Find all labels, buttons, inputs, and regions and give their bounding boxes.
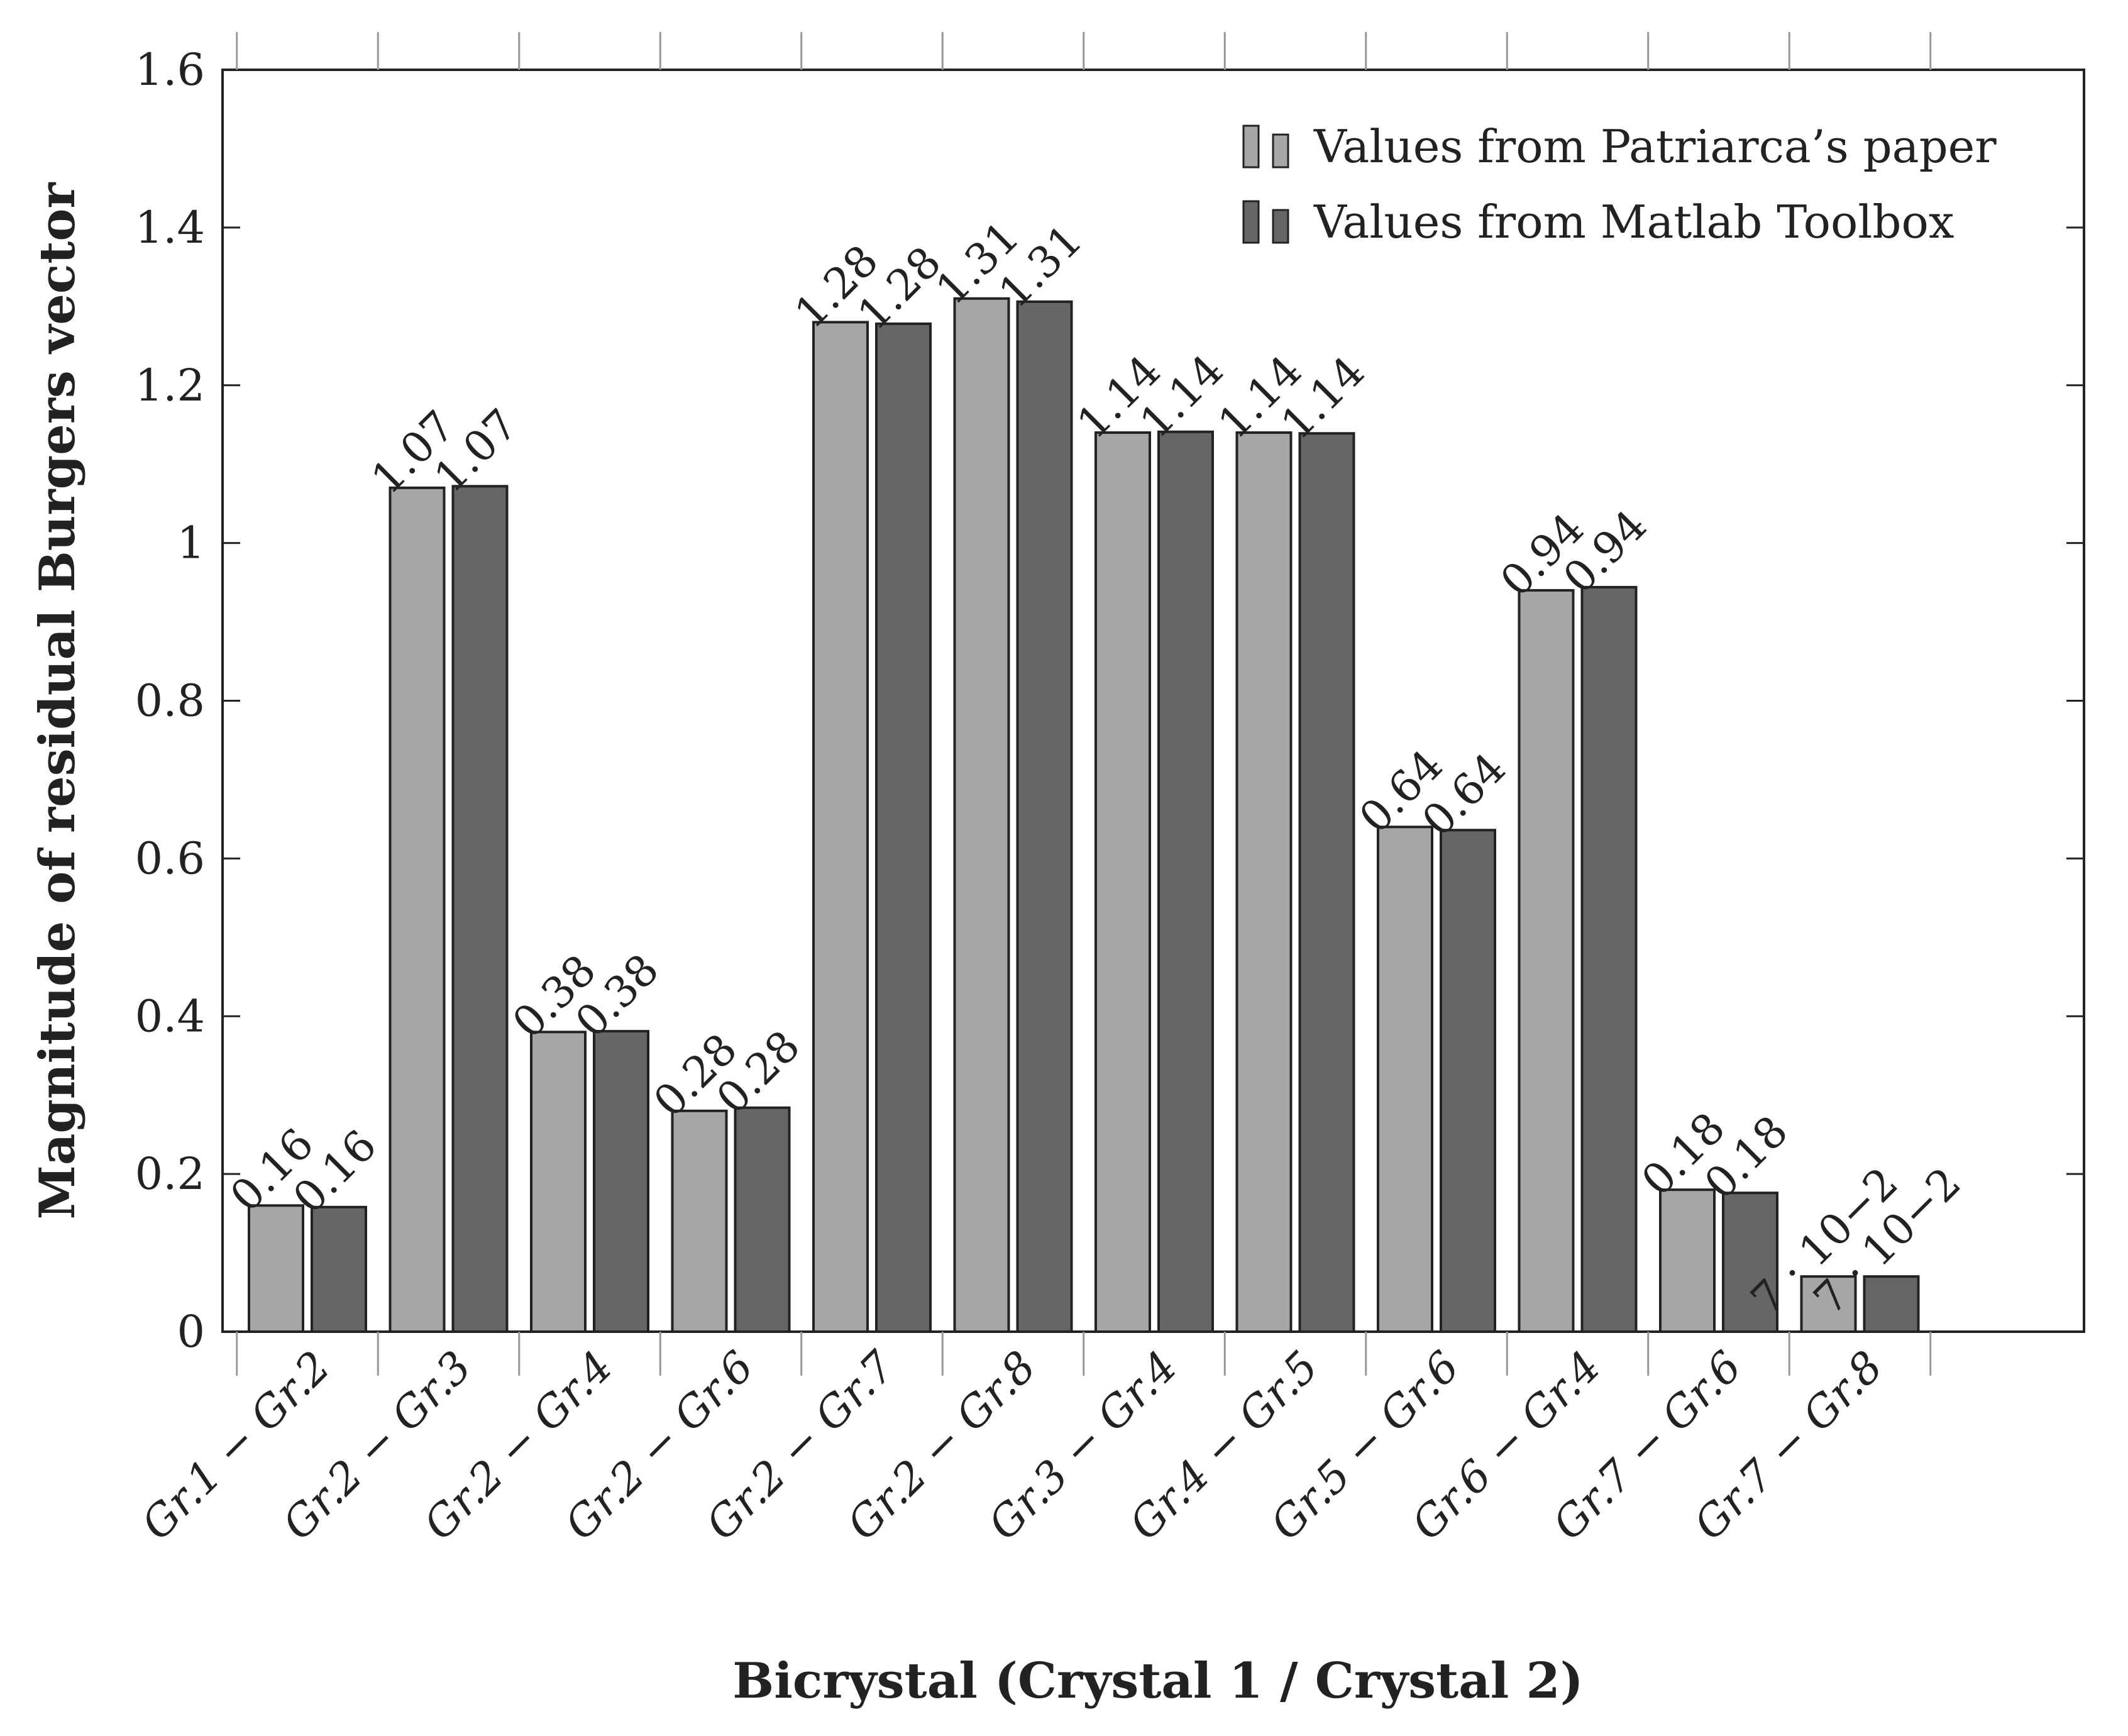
legend: Values from Patriarca’s paper Values from…	[1242, 120, 1997, 248]
bar-series-2	[1722, 1191, 1778, 1333]
x-axis-title: Bicrystal (Crystal 1 / Crystal 2)	[732, 1652, 1583, 1710]
bar-series-1	[671, 1109, 728, 1334]
bar-series-1	[1235, 431, 1293, 1334]
y-tick-label: 1	[177, 517, 205, 569]
bar-series-2	[1580, 585, 1638, 1333]
bar-series-2	[1298, 432, 1355, 1333]
y-tick-label: 1.6	[135, 44, 205, 96]
bar-series-1	[530, 1031, 587, 1334]
bar-series-1	[812, 321, 869, 1333]
y-tick-label: 0	[177, 1306, 205, 1357]
bar-series-1	[248, 1204, 304, 1334]
bar-series-1	[1800, 1275, 1857, 1333]
legend-swatch	[1242, 124, 1260, 169]
axes-layer	[221, 32, 2085, 1376]
y-axis-title: Magnitude of residual Burgers vector	[29, 182, 86, 1220]
y-tick-label: 0.4	[135, 990, 205, 1042]
bar-series-2	[734, 1106, 791, 1333]
bar-series-1	[1518, 589, 1575, 1334]
bar-series-1	[1094, 431, 1151, 1334]
bar-series-2	[451, 485, 509, 1333]
y-tick-label: 0.6	[135, 832, 205, 884]
legend-swatch	[1272, 209, 1289, 244]
bar-series-2	[1016, 300, 1073, 1333]
bar-series-2	[311, 1205, 367, 1333]
bar-series-1	[953, 297, 1010, 1333]
legend-entry-label: Values from Matlab Toolbox	[1313, 196, 1954, 248]
bars-layer	[248, 297, 1920, 1334]
bar-series-2	[875, 322, 932, 1334]
bar-series-2	[1440, 829, 1496, 1333]
bar-series-2	[1863, 1275, 1920, 1333]
bar-series-2	[593, 1030, 649, 1333]
legend-swatch	[1242, 200, 1260, 244]
bar-series-1	[1377, 826, 1433, 1333]
y-tick-label: 1.4	[135, 202, 205, 253]
legend-entry-label: Values from Patriarca’s paper	[1313, 120, 1997, 173]
bar-series-1	[389, 486, 446, 1333]
legend-swatch	[1272, 133, 1289, 169]
y-tick-label: 0.8	[135, 675, 205, 727]
bar-series-1	[1659, 1188, 1716, 1334]
y-tick-label: 1.2	[135, 360, 205, 411]
y-tick-label: 0.2	[135, 1148, 205, 1200]
bar-series-2	[1157, 430, 1214, 1333]
